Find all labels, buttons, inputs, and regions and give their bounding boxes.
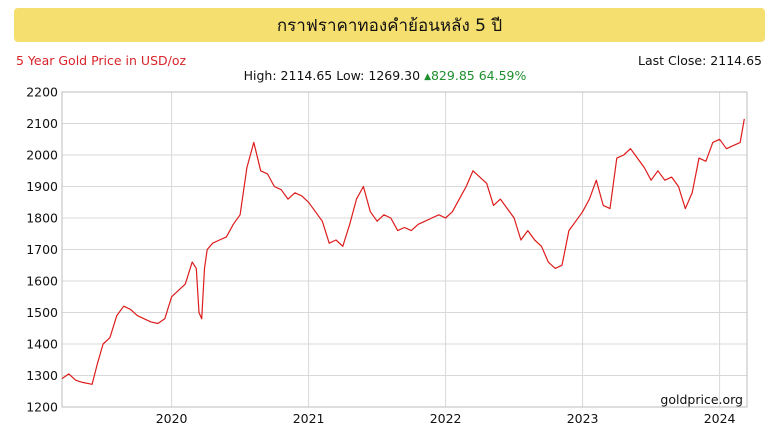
plot-frame: [61, 91, 748, 408]
y-tick-label: 1400: [26, 337, 58, 352]
x-tick-label: 2021: [293, 411, 325, 426]
y-tick-label: 2200: [26, 85, 58, 100]
x-tick-label: 2024: [704, 411, 736, 426]
x-tick-label: 2020: [156, 411, 188, 426]
high-label: High:: [243, 68, 277, 83]
y-tick-label: 1300: [26, 368, 58, 383]
up-triangle-icon: ▲: [424, 72, 431, 82]
x-axis-ticks: 2020 2021 2022 2023 2024: [156, 411, 736, 426]
y-axis-ticks: 1200 1300 1400 1500 1600 1700 1800 1900 2000 2100…: [26, 85, 58, 415]
grid: [62, 91, 747, 408]
last-close-label: Last Close:: [638, 53, 707, 68]
watermark: goldprice.org: [660, 392, 743, 407]
last-close: Last Close: 2114.65: [638, 53, 762, 68]
y-tick-label: 2100: [26, 116, 58, 131]
chart-title: กราฟราคาทองคำย้อนหลัง 5 ปี: [276, 15, 503, 36]
y-tick-label: 1700: [26, 242, 58, 257]
chart-subtitle: 5 Year Gold Price in USD/oz: [16, 53, 187, 68]
low-value: 1269.30: [368, 68, 421, 83]
y-tick-label: 1600: [26, 274, 58, 289]
low-label: Low:: [336, 68, 365, 83]
y-tick-label: 1200: [26, 400, 58, 415]
y-tick-label: 1900: [26, 179, 58, 194]
last-close-value: 2114.65: [710, 53, 762, 68]
series-line-gold-price: [61, 118, 745, 385]
x-tick-label: 2023: [567, 411, 599, 426]
change-value: 829.85: [430, 68, 475, 83]
high-value: 2114.65: [280, 68, 333, 83]
price-stats: High: 2114.65 Low: 1269.30 ▲829.85 64.59…: [0, 68, 770, 83]
chart-title-bar: กราฟราคาทองคำย้อนหลัง 5 ปี: [14, 8, 765, 42]
change-percent: 64.59%: [478, 68, 527, 83]
y-tick-label: 1800: [26, 211, 58, 226]
x-tick-label: 2022: [430, 411, 462, 426]
y-tick-label: 1500: [26, 305, 58, 320]
y-tick-label: 2000: [26, 148, 58, 163]
